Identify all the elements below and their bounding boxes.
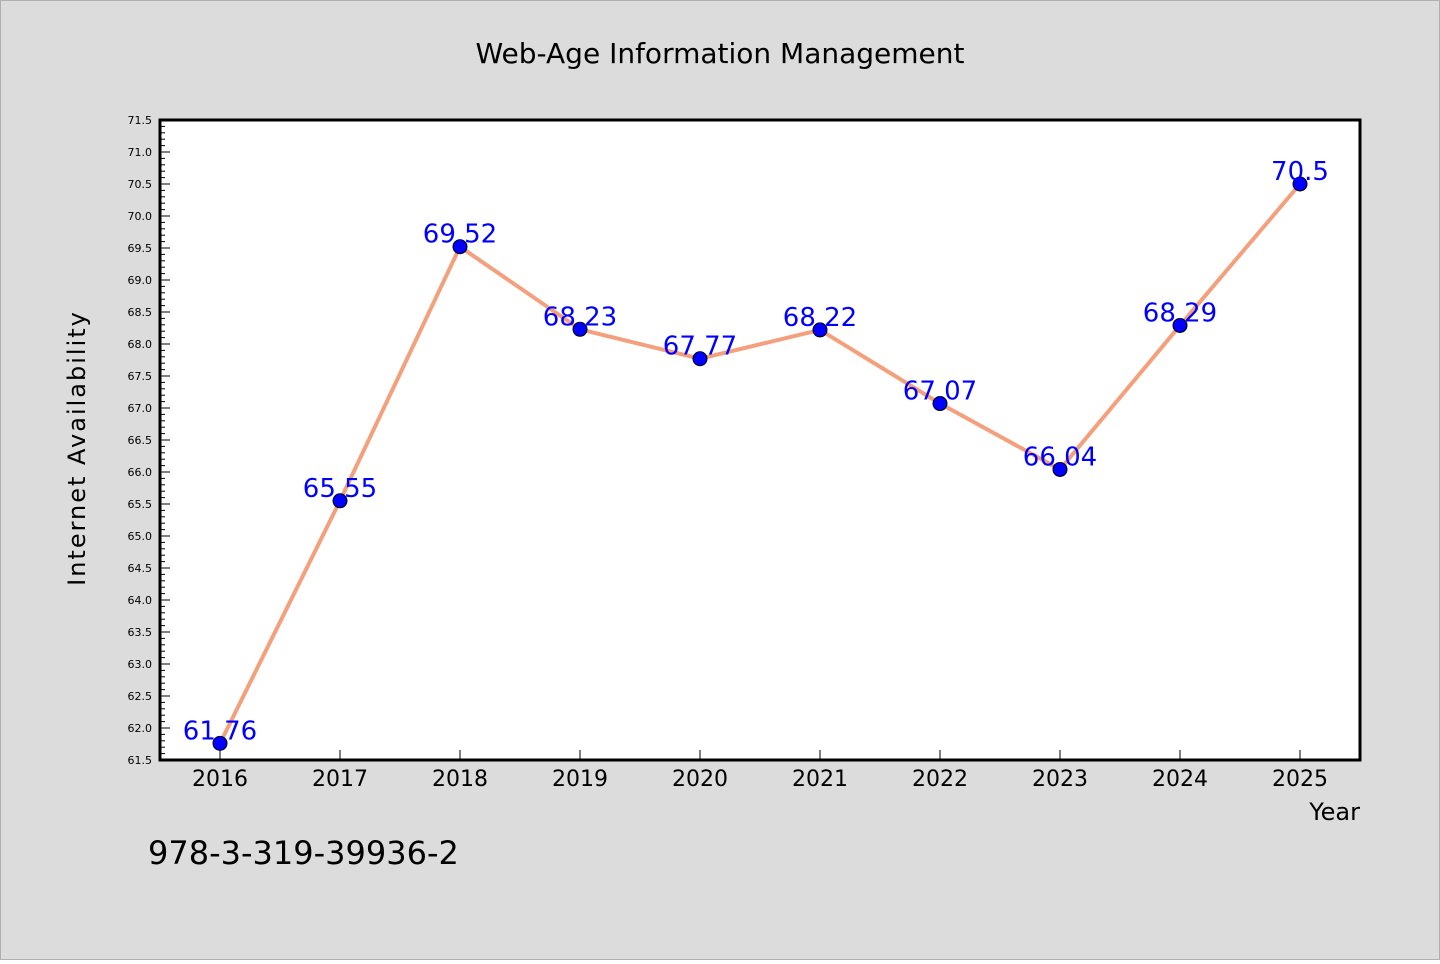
y-tick-label: 69.0 (128, 274, 153, 287)
x-tick-label: 2017 (312, 767, 368, 792)
data-point (212, 735, 228, 751)
data-label: 68.22 (783, 303, 857, 333)
y-axis-label: Internet Availability (63, 310, 91, 586)
x-tick-label: 2018 (432, 767, 488, 792)
y-tick-label: 64.5 (128, 562, 153, 575)
data-label: 70.5 (1271, 157, 1329, 187)
data-label: 61.76 (183, 716, 257, 746)
x-axis-label: Year (1308, 798, 1360, 826)
y-tick-label: 62.5 (128, 690, 153, 703)
data-label: 68.23 (543, 302, 617, 332)
x-tick-label: 2021 (792, 767, 848, 792)
y-tick-label: 64.0 (128, 594, 153, 607)
x-tick-label: 2019 (552, 767, 608, 792)
data-label: 68.29 (1143, 298, 1217, 328)
data-label: 67.77 (663, 332, 737, 362)
data-point (452, 239, 468, 255)
y-tick-label: 67.5 (128, 370, 153, 383)
y-tick-label: 70.0 (128, 210, 153, 223)
x-tick-label: 2023 (1032, 767, 1088, 792)
data-point (932, 396, 948, 412)
x-axis-ticks: 2016 2017 2018 2019 2020 2021 2022 2023 2024 2025 (192, 750, 1328, 792)
y-tick-label: 65.5 (128, 498, 153, 511)
y-tick-label: 67.0 (128, 402, 153, 415)
x-tick-label: 2024 (1152, 767, 1208, 792)
series-line-group (218, 182, 1302, 746)
data-label: 69.52 (423, 220, 497, 250)
data-point (1052, 461, 1068, 477)
y-tick-label: 62.0 (128, 722, 153, 735)
data-labels-group: 61.76 65.55 69.52 68.23 67.77 68.22 67.07 66.04… (183, 157, 1329, 746)
data-point (332, 493, 348, 509)
y-tick-label: 69.5 (128, 242, 153, 255)
data-point (572, 321, 588, 337)
plot-frame (158, 118, 1362, 762)
y-tick-label: 63.5 (128, 626, 153, 639)
y-tick-label: 66.0 (128, 466, 153, 479)
y-tick-label: 68.0 (128, 338, 153, 351)
y-tick-label: 71.5 (128, 114, 153, 127)
series-line (218, 182, 1302, 746)
x-tick-label: 2025 (1272, 767, 1328, 792)
data-point (692, 351, 708, 367)
data-point (1172, 317, 1188, 333)
y-tick-label: 61.5 (128, 754, 153, 767)
y-tick-label: 66.5 (128, 434, 153, 447)
x-tick-label: 2020 (672, 767, 728, 792)
x-tick-label: 2022 (912, 767, 968, 792)
data-label: 65.55 (303, 474, 377, 504)
x-tick-label: 2016 (192, 767, 248, 792)
chart-title: Web-Age Information Management (475, 37, 964, 70)
data-points-group (212, 176, 1308, 751)
y-tick-label: 68.5 (128, 306, 153, 319)
data-point (812, 322, 828, 338)
plot-area (160, 120, 1360, 760)
y-tick-label: 70.5 (128, 178, 153, 191)
data-label: 66.04 (1023, 442, 1097, 472)
y-tick-label: 65.0 (128, 530, 153, 543)
data-point (1292, 176, 1308, 192)
y-tick-label: 71.0 (128, 146, 153, 159)
y-axis-ticks: 61.5 62.0 62.5 63.0 63.5 64.0 64.5 65.0 65.5 66.0… (128, 114, 170, 767)
footer-isbn: 978-3-319-39936-2 (148, 834, 459, 872)
y-tick-label: 63.0 (128, 658, 153, 671)
data-label: 67.07 (903, 377, 977, 407)
